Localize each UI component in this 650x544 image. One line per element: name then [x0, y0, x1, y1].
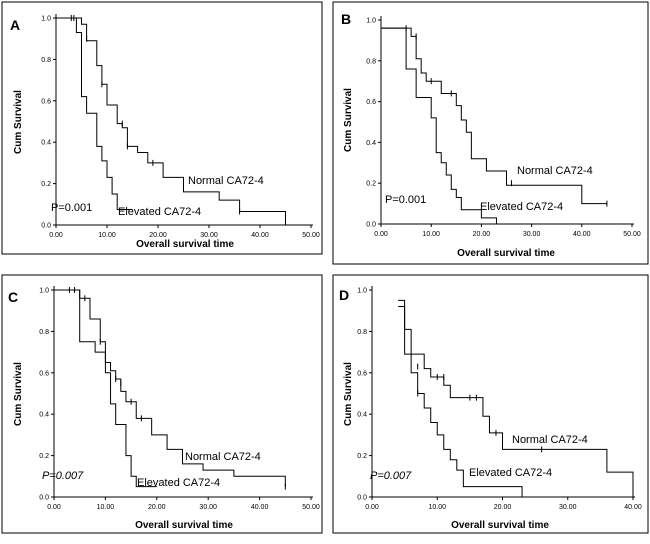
y-tick-label-b: 0.8 [366, 58, 376, 65]
x-tick-label-a: 40.00 [251, 232, 269, 239]
y-tick-label-d: 0.8 [357, 329, 367, 336]
x-tick-label-d: 20.00 [494, 504, 512, 511]
y-tick-label-b: 0.0 [366, 222, 376, 229]
y-tick-label-a: 1.0 [41, 16, 51, 23]
x-tick-label-d: 0.00 [365, 504, 379, 511]
x-tick-label-c: 30.00 [199, 504, 217, 511]
y-axis-label-d: Cum Survival [343, 362, 354, 426]
x-tick-label-c: 20.00 [148, 504, 166, 511]
series-label-normal-b: Normal CA72-4 [517, 165, 593, 177]
survival-curve-normal-c [54, 289, 286, 487]
x-tick-label-a: 20.00 [149, 232, 167, 239]
x-tick-label-b: 40.00 [573, 231, 591, 238]
x-axis-label-d: Overall survival time [451, 520, 549, 531]
x-axis-label-c: Overall survival time [135, 520, 233, 531]
panel-a: A 0.00 10.00 20.00 30.00 40.00 50.00 0.0 0.2 0.4… [10, 14, 320, 250]
survival-curve-normal-d [398, 299, 634, 497]
y-tick-label-d: 0.2 [357, 453, 367, 460]
series-label-normal-a: Normal CA72-4 [188, 175, 264, 187]
x-tick-label-c: 0.00 [47, 504, 61, 511]
panel-letter-b: B [341, 11, 351, 27]
series-label-elevated-b: Elevated CA72-4 [480, 201, 563, 213]
p-value-c: P=0.007 [42, 470, 84, 482]
x-tick-label-a: 0.00 [49, 232, 63, 239]
series-label-elevated-c: Elevated CA72-4 [137, 477, 220, 489]
x-axis-label-b: Overall survival time [457, 248, 555, 259]
y-tick-label-a: 0.2 [41, 181, 51, 188]
y-tick-label-c: 0.0 [39, 495, 49, 502]
x-tick-label-a: 30.00 [200, 232, 218, 239]
panel-b: B 0.00 10.00 20.00 30.00 40.00 50.00 0.0 0.2 0.4… [341, 11, 641, 259]
y-tick-label-b: 0.2 [366, 181, 376, 188]
x-tick-label-b: 10.00 [422, 231, 440, 238]
p-value-b: P=0.001 [385, 194, 426, 206]
survival-curve-normal-b [381, 27, 607, 205]
y-tick-label-c: 1.0 [39, 288, 49, 295]
x-tick-label-d: 10.00 [428, 504, 446, 511]
y-axis-label-a: Cum Survival [13, 90, 24, 154]
y-tick-label-d: 1.0 [357, 288, 367, 295]
y-tick-label-d: 0.0 [357, 495, 367, 502]
y-tick-label-c: 0.8 [39, 329, 49, 336]
survival-curve-elevated-c [54, 289, 157, 488]
panel-letter-a: A [10, 17, 20, 33]
y-tick-label-b: 0.4 [366, 140, 376, 147]
series-label-elevated-a: Elevated CA72-4 [118, 206, 201, 218]
p-value-a: P=0.001 [51, 202, 92, 214]
y-tick-label-a: 0.4 [41, 140, 51, 147]
x-tick-label-b: 20.00 [473, 231, 491, 238]
y-tick-label-b: 1.0 [366, 18, 376, 25]
y-tick-label-c: 0.2 [39, 453, 49, 460]
x-tick-label-a: 50.00 [302, 232, 320, 239]
y-tick-label-b: 0.6 [366, 99, 376, 106]
x-tick-label-c: 10.00 [97, 504, 115, 511]
x-tick-label-c: 40.00 [251, 504, 269, 511]
panel-frame-d [332, 274, 649, 534]
x-tick-label-d: 30.00 [559, 504, 577, 511]
x-tick-label-a: 10.00 [98, 232, 116, 239]
survival-curve-elevated-b [381, 27, 497, 224]
p-value-d: P=0.007 [370, 470, 412, 482]
x-tick-label-b: 30.00 [523, 231, 541, 238]
y-axis-label-c: Cum Survival [13, 362, 24, 426]
x-tick-label-c: 50.00 [302, 504, 320, 511]
y-tick-label-d: 0.4 [357, 412, 367, 419]
y-tick-label-a: 0.8 [41, 57, 51, 64]
panel-frame-b [332, 1, 649, 265]
panel-c: C 0.00 10.00 20.00 30.00 40.00 50.00 0.0 0.2 0.4… [8, 286, 320, 531]
survival-curve-elevated-d [398, 306, 523, 497]
series-label-elevated-d: Elevated CA72-4 [469, 467, 552, 479]
y-tick-label-c: 0.6 [39, 370, 49, 377]
panel-letter-d: D [339, 287, 349, 303]
y-axis-label-b: Cum Survival [343, 88, 354, 152]
x-tick-label-b: 50.00 [623, 231, 641, 238]
y-tick-label-d: 0.6 [357, 370, 367, 377]
panel-d: D 0.00 10.00 20.00 30.00 40.00 0.0 0.2 0.4 0.6 0.… [339, 286, 642, 531]
panel-letter-c: C [8, 289, 18, 305]
x-tick-label-d: 40.00 [624, 504, 642, 511]
x-axis-label-a: Overall survival time [136, 239, 234, 250]
x-tick-label-b: 0.00 [374, 231, 388, 238]
survival-curve-elevated-a [56, 17, 133, 210]
series-label-normal-d: Normal CA72-4 [512, 434, 588, 446]
series-label-normal-c: Normal CA72-4 [185, 451, 261, 463]
survival-curve-normal-a [56, 17, 286, 225]
panel-frame-c [1, 274, 323, 534]
y-tick-label-a: 0.6 [41, 98, 51, 105]
y-tick-label-c: 0.4 [39, 412, 49, 419]
panel-frame-a [1, 1, 323, 255]
y-tick-label-a: 0.0 [41, 223, 51, 230]
